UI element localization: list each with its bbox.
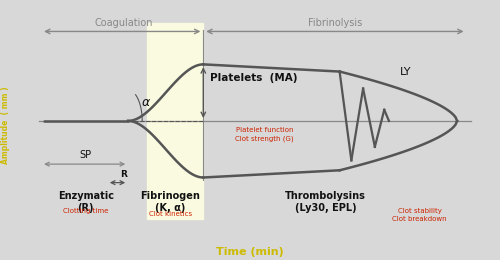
Text: Clot stability
Clot breakdown: Clot stability Clot breakdown [392,208,447,222]
Text: Platelets  (MA): Platelets (MA) [210,73,298,83]
Text: Clotting time: Clotting time [63,208,108,214]
Text: Thrombolysins
(Ly30, EPL): Thrombolysins (Ly30, EPL) [285,191,366,213]
Text: Fibrinolysis: Fibrinolysis [308,18,362,28]
Text: Enzymatic
(R): Enzymatic (R) [58,191,114,213]
Text: SP: SP [80,150,92,160]
Text: Clot kinetics: Clot kinetics [149,211,192,217]
Text: R: R [120,170,127,179]
Bar [147,23,204,219]
Text: α: α [142,96,150,109]
Text: Fibrinogen
(K, α): Fibrinogen (K, α) [140,191,200,213]
Text: Amplitude  ( mm ): Amplitude ( mm ) [2,86,11,164]
Text: LY: LY [400,67,411,76]
Text: Coagulation: Coagulation [94,18,152,28]
Text: Platelet function
Clot strength (G): Platelet function Clot strength (G) [235,127,294,141]
Text: Time (min): Time (min) [216,248,284,257]
